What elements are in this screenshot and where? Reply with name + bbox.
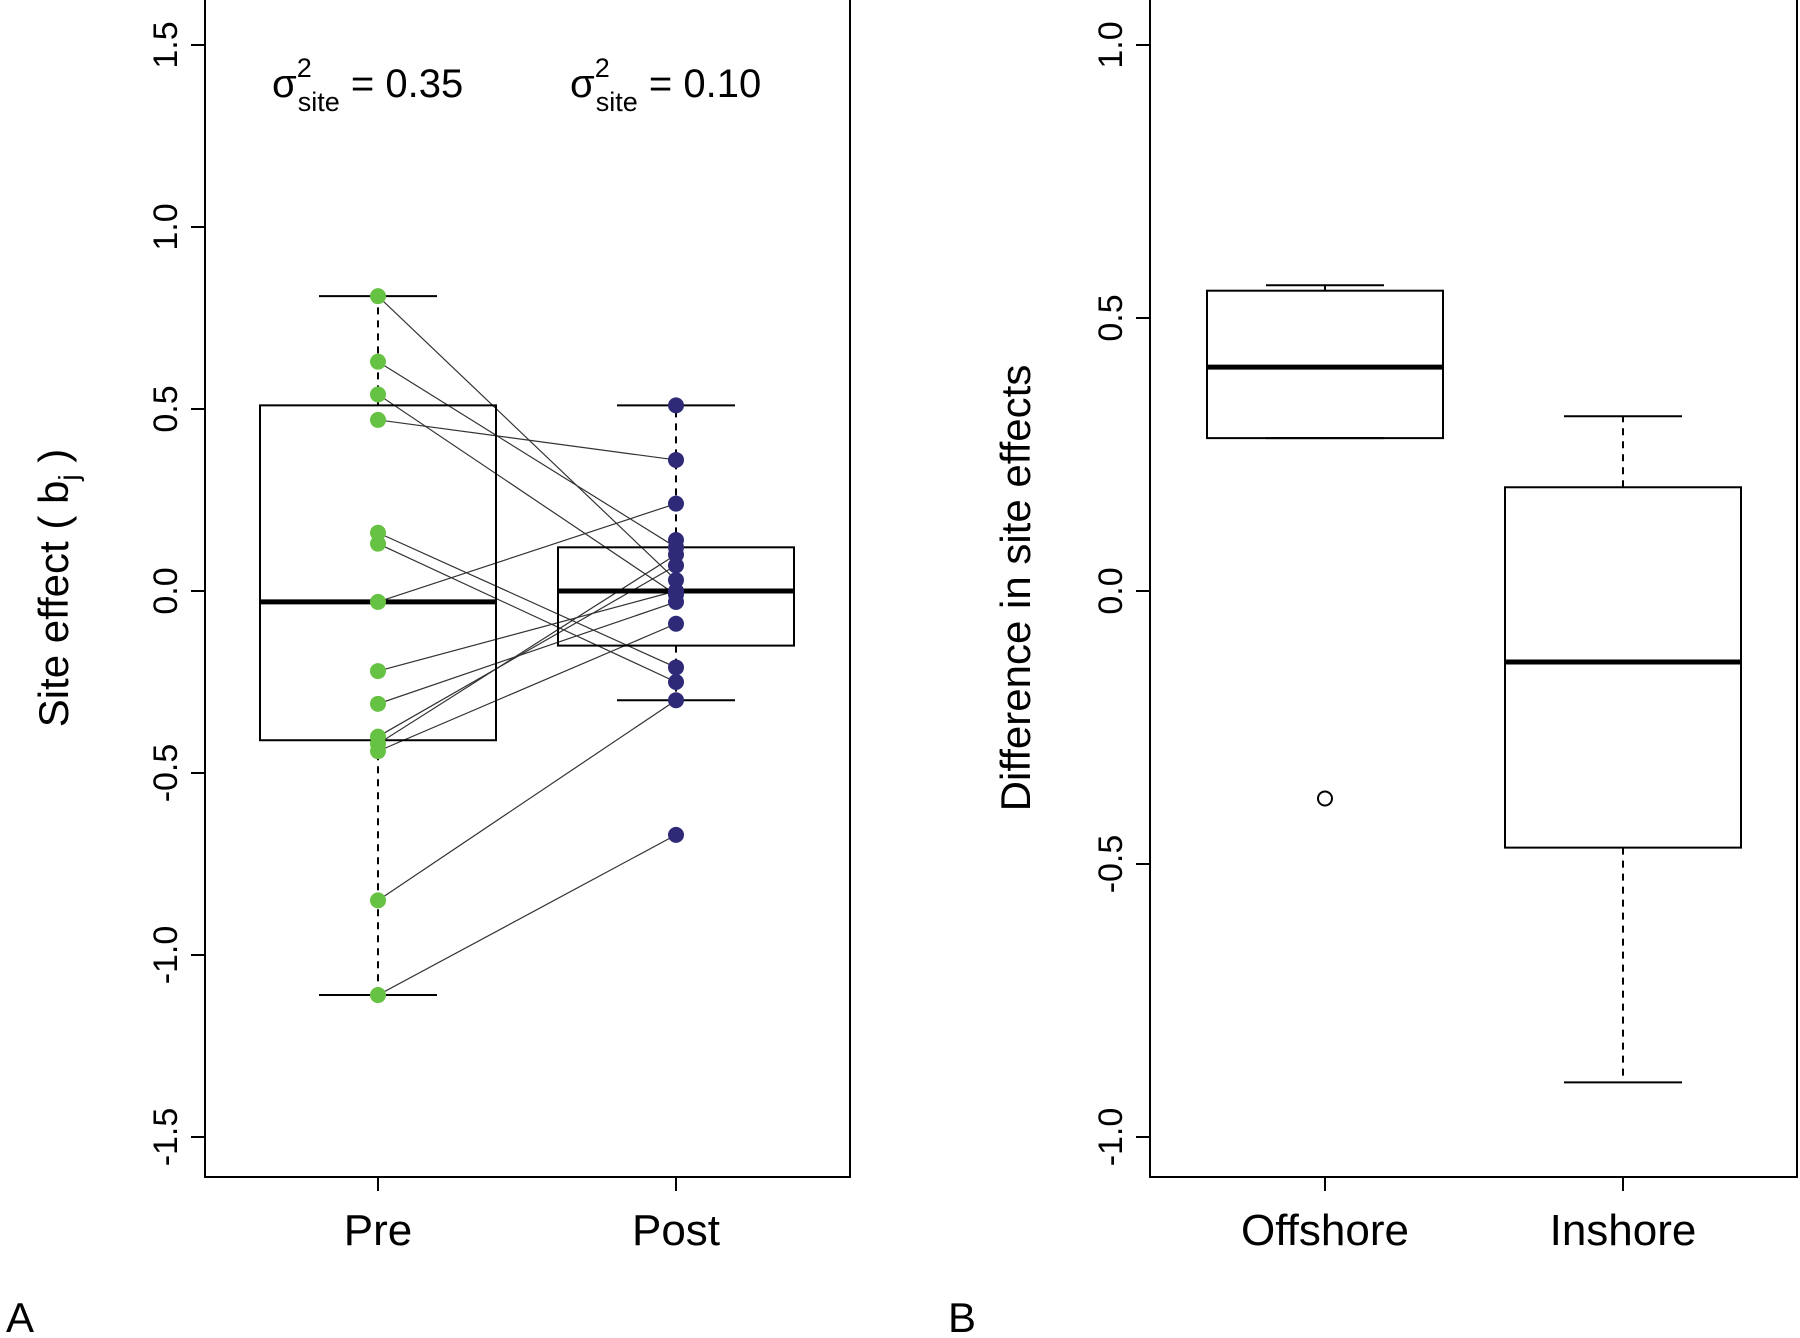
panel-a-y-tick-label: 1.0 — [147, 203, 185, 250]
panel-a-x-tick-label: Post — [632, 1206, 720, 1255]
panel-b-y-axis-label: Difference in site effects — [992, 365, 1039, 812]
pair-line — [377, 543, 677, 683]
panel-b-y-tick-label: 1.0 — [1092, 21, 1130, 68]
pair-line — [377, 393, 677, 596]
panel-a-annotations: σ2 site = 0.35 σ2 site = 0.10 — [272, 53, 761, 117]
panel-a-box-pre — [259, 404, 497, 742]
panel-b-y-tick-label: 0.5 — [1092, 294, 1130, 341]
pre-point — [370, 535, 386, 552]
pre-point — [370, 593, 386, 610]
panel-b-x-tick-label: Offshore — [1241, 1206, 1409, 1255]
panel-a-y-tick-label: -1.0 — [147, 926, 185, 985]
panel-b-x-tick-label: Inshore — [1550, 1206, 1697, 1255]
panel-b-axis-frame — [1149, 0, 1798, 1178]
pre-point — [370, 892, 386, 909]
pre-point — [370, 695, 386, 712]
variance-annotation-post: σ2 site = 0.10 — [570, 53, 761, 117]
panel-a-x-tick-label: Pre — [344, 1206, 412, 1255]
post-point — [668, 659, 684, 676]
panel-label-b: B — [948, 1294, 976, 1338]
panel-a-y-axis: -1.5 -1.0 -0.5 0.0 0.5 1.0 1.5 — [147, 21, 205, 1166]
panel-b: -1.0 -0.5 0.0 0.5 1.0 Offshore Inshore Differ… — [948, 0, 1798, 1338]
panel-a-y-tick-label: -1.5 — [147, 1108, 185, 1167]
pre-point — [370, 743, 386, 760]
pre-point — [370, 663, 386, 680]
pre-point — [370, 353, 386, 370]
panel-a: -1.5 -1.0 -0.5 0.0 0.5 1.0 1.5 Pre Post σ2 site … — [6, 0, 851, 1338]
panel-b-y-axis: -1.0 -0.5 0.0 0.5 1.0 — [1092, 21, 1150, 1166]
panel-a-boxes — [259, 295, 795, 997]
pre-point — [370, 411, 386, 428]
post-point — [668, 826, 684, 843]
panel-a-axis-frame — [204, 0, 851, 1178]
post-point — [668, 615, 684, 632]
panel-b-box-inshore — [1504, 486, 1742, 849]
panel-b-y-tick-label: 0.0 — [1092, 567, 1130, 614]
pair-line — [377, 554, 677, 745]
pair-line — [377, 601, 677, 705]
pre-point — [370, 386, 386, 403]
panel-b-y-tick-label: -1.0 — [1092, 1108, 1130, 1167]
variance-annotation-pre: σ2 site = 0.35 — [272, 53, 463, 117]
pair-line — [377, 503, 677, 603]
post-point — [668, 546, 684, 563]
pair-line — [377, 623, 677, 752]
panel-b-y-tick-label: -0.5 — [1092, 835, 1130, 894]
panel-a-x-axis: Pre Post — [344, 1177, 720, 1255]
panel-b-outlier-offshore — [1317, 790, 1333, 807]
pair-line — [377, 834, 677, 996]
post-point — [668, 593, 684, 610]
panel-b-boxes — [1206, 284, 1742, 1084]
post-point — [668, 397, 684, 414]
post-point — [668, 451, 684, 468]
panel-b-box-offshore — [1206, 289, 1444, 440]
panel-a-points — [370, 288, 684, 1004]
post-point — [668, 532, 684, 549]
pair-line — [377, 361, 677, 548]
panel-a-y-axis-label: Site effect ( bj ) — [30, 449, 84, 728]
pair-line — [377, 419, 677, 461]
panel-a-y-tick-label: 0.0 — [147, 567, 185, 614]
pair-line — [377, 295, 677, 581]
pair-line — [377, 564, 677, 738]
post-point — [668, 692, 684, 709]
post-point — [668, 674, 684, 690]
pair-line — [377, 590, 677, 672]
panel-a-y-tick-label: 1.5 — [147, 21, 185, 68]
pre-point — [370, 987, 386, 1004]
pre-point — [370, 288, 386, 305]
post-point — [668, 495, 684, 512]
panel-a-y-tick-label: -0.5 — [147, 744, 185, 803]
panel-b-x-axis: Offshore Inshore — [1241, 1177, 1696, 1255]
pair-line — [377, 699, 677, 901]
panel-a-y-tick-label: 0.5 — [147, 385, 185, 432]
panel-label-a: A — [6, 1294, 34, 1338]
